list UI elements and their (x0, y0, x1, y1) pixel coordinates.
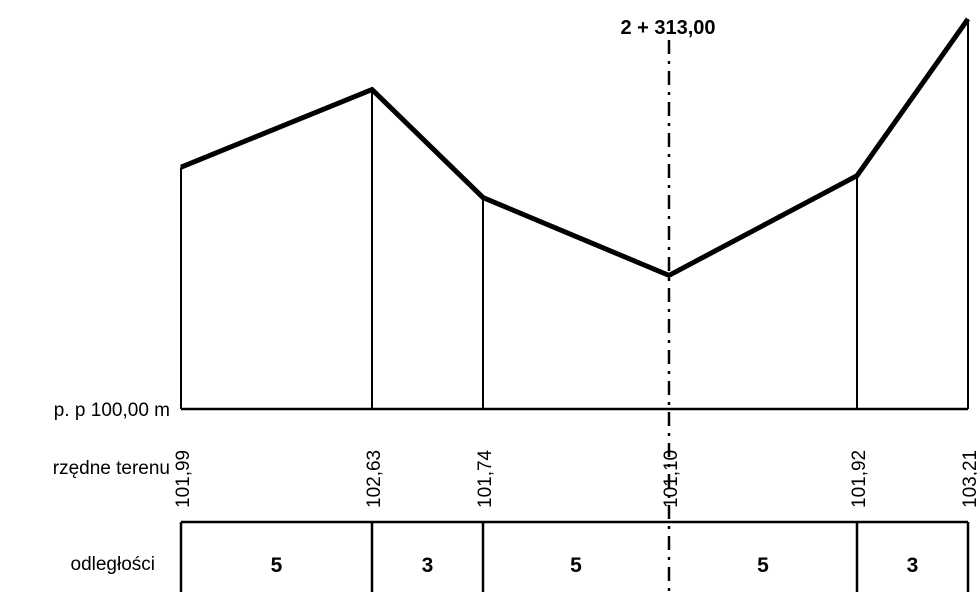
ordinate-lines (180, 18, 969, 409)
terrain-profile-line (180, 17, 971, 279)
distance-labels: 5 3 5 5 3 (271, 554, 919, 577)
distance-label: 3 (907, 554, 919, 577)
distance-dividers (370, 522, 859, 592)
elevation-labels: 101,99 102,63 101,74 101,10 101,92 103,21 (173, 449, 977, 508)
elevations-row-label: rzędne terenu (53, 458, 170, 479)
elevation-label: 101,10 (661, 450, 682, 508)
datum-label: p. p 100,00 m (54, 400, 170, 421)
elevation-label: 101,99 (173, 450, 194, 508)
elevation-label: 101,92 (849, 450, 870, 508)
elevation-label: 103,21 (960, 450, 977, 508)
distance-label: 3 (422, 554, 434, 577)
distance-label: 5 (271, 554, 283, 577)
distances-row-label: odległości (71, 554, 156, 575)
elevation-label: 101,74 (475, 449, 496, 508)
distance-label: 5 (757, 554, 769, 577)
elevation-label: 102,63 (364, 450, 385, 508)
distance-label: 5 (570, 554, 582, 577)
station-label: 2 + 313,00 (620, 17, 715, 39)
